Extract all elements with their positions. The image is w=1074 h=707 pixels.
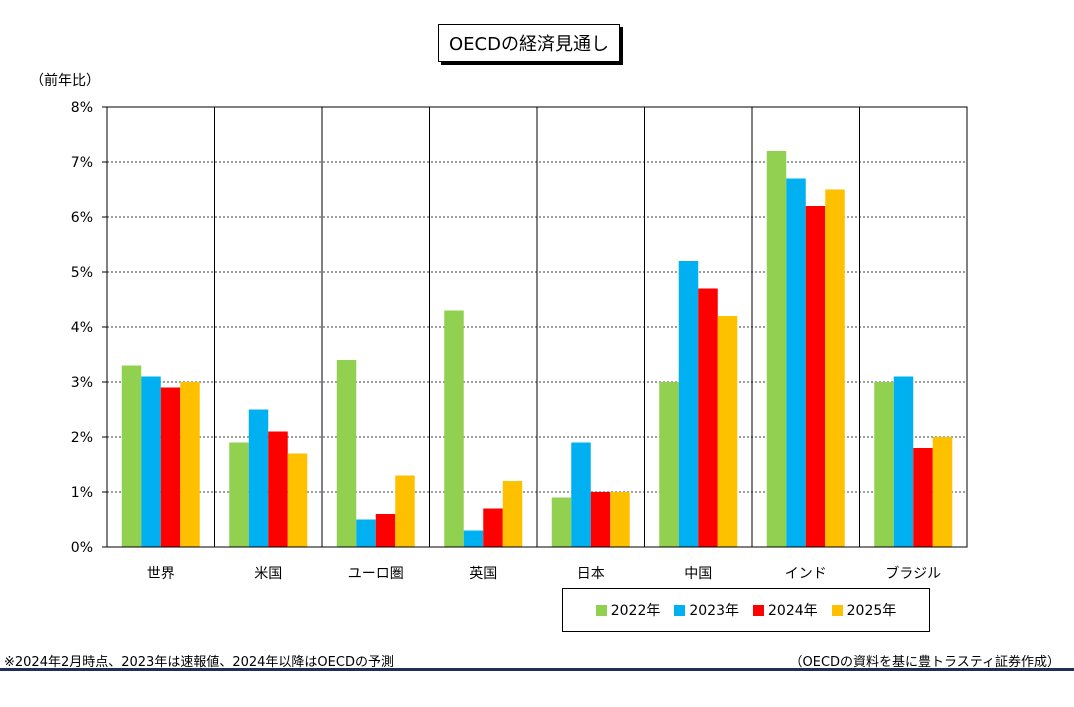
- bar-7-3: [932, 437, 953, 547]
- bar-0-1: [141, 376, 161, 547]
- bar-7-1: [893, 376, 914, 547]
- legend: 2022年 2023年 2024年 2025年: [562, 588, 930, 632]
- bar-6-3: [825, 189, 845, 547]
- x-tick-label-0: 世界: [147, 566, 175, 582]
- bar-6-0: [766, 151, 787, 547]
- legend-label-2023: 2023年: [689, 603, 739, 619]
- bar-3-2: [483, 508, 503, 547]
- y-tick-label-5: 5%: [71, 265, 93, 281]
- x-tick-label-3: 英国: [469, 565, 497, 582]
- legend-label-2022: 2022年: [610, 603, 661, 619]
- legend-swatch-2023: [674, 604, 686, 616]
- bar-0-3: [180, 382, 200, 547]
- bar-0-0: [121, 365, 142, 547]
- bar-4-1: [571, 442, 591, 547]
- bar-2-1: [356, 519, 376, 547]
- bar-3-1: [463, 530, 484, 547]
- x-tick-label-7: ブラジル: [885, 565, 941, 582]
- bar-2-3: [395, 475, 415, 547]
- y-tick-label-0: 0%: [71, 540, 93, 556]
- x-tick-label-1: 米国: [254, 566, 282, 582]
- bar-2-0: [336, 360, 357, 547]
- bar-1-3: [287, 453, 308, 547]
- legend-item-2024: 2024年: [753, 600, 818, 620]
- legend-label-2025: 2025年: [846, 603, 897, 619]
- x-tick-label-5: 中国: [684, 566, 712, 582]
- y-tick-label-8: 8%: [71, 100, 93, 116]
- bar-6-2: [805, 206, 826, 547]
- bar-4-3: [610, 492, 630, 547]
- bar-5-3: [717, 316, 738, 547]
- y-tick-label-6: 6%: [71, 210, 93, 226]
- bar-5-2: [698, 288, 718, 547]
- legend-label-2024: 2024年: [768, 603, 818, 619]
- y-axis-unit-label: （前年比）: [30, 73, 100, 89]
- legend-swatch-2022: [595, 604, 607, 616]
- bar-1-0: [229, 442, 249, 547]
- x-tick-label-4: 日本: [577, 566, 605, 582]
- legend-swatch-2025: [831, 604, 843, 616]
- bar-1-1: [248, 409, 269, 547]
- x-tick-label-6: インド: [785, 566, 827, 582]
- bar-7-2: [913, 448, 933, 547]
- bar-4-0: [551, 497, 572, 547]
- y-tick-label-2: 2%: [71, 430, 93, 446]
- footnote: ※2024年2月時点、2023年は速報値、2024年以降はOECDの予測: [4, 655, 394, 670]
- source-note: （OECDの資料を基に豊トラスティ証券作成）: [789, 655, 1061, 670]
- legend-item-2022: 2022年: [595, 600, 661, 620]
- bar-1-2: [268, 431, 288, 547]
- bar-2-2: [375, 514, 396, 547]
- bottom-divider: [0, 668, 1074, 671]
- bar-7-0: [874, 382, 894, 547]
- x-tick-label-2: ユーロ圏: [348, 566, 404, 582]
- legend-swatch-2024: [753, 604, 764, 616]
- y-tick-label-3: 3%: [71, 375, 93, 391]
- y-tick-label-7: 7%: [71, 155, 93, 171]
- y-tick-label-1: 1%: [71, 485, 93, 501]
- legend-item-2025: 2025年: [831, 600, 897, 620]
- bar-4-2: [590, 492, 611, 547]
- bar-0-2: [160, 387, 181, 547]
- chart-title: OECDの経済見通し: [438, 24, 620, 62]
- bar-3-0: [444, 310, 464, 547]
- bar-3-3: [502, 481, 523, 547]
- bar-5-1: [678, 261, 699, 547]
- y-tick-label-4: 4%: [71, 320, 93, 336]
- plot-area-border: [106, 106, 968, 548]
- bar-5-0: [659, 382, 679, 547]
- legend-item-2023: 2023年: [674, 600, 739, 620]
- bar-6-1: [786, 178, 806, 547]
